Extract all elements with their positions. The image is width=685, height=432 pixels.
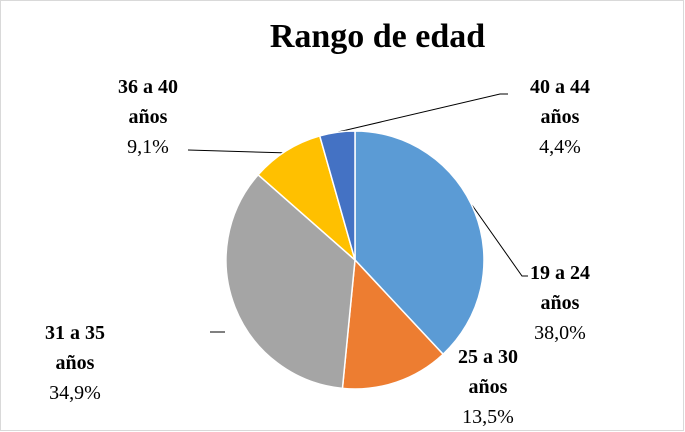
pie-slice bbox=[225, 173, 356, 390]
data-label: 25 a 30 años 13,5% bbox=[433, 342, 543, 432]
pie-slice bbox=[318, 130, 356, 261]
value-label: 38,0% bbox=[534, 322, 586, 344]
leader-line bbox=[337, 93, 508, 133]
category-label: 25 a 30 años bbox=[458, 346, 518, 398]
category-label: 36 a 40 años bbox=[118, 76, 178, 128]
value-label: 4,4% bbox=[539, 136, 581, 158]
category-label: 40 a 44 años bbox=[530, 76, 590, 128]
data-label: 36 a 40 años 9,1% bbox=[93, 72, 203, 162]
pie-slice bbox=[354, 130, 485, 356]
data-label: 31 a 35 años 34,9% bbox=[20, 318, 130, 408]
pie-slice bbox=[341, 258, 445, 390]
data-label: 19 a 24 años 38,0% bbox=[505, 258, 615, 348]
category-label: 31 a 35 años bbox=[45, 322, 105, 374]
value-label: 13,5% bbox=[462, 406, 514, 428]
category-label: 19 a 24 años bbox=[530, 262, 590, 314]
value-label: 9,1% bbox=[127, 136, 169, 158]
leader-line bbox=[187, 149, 291, 154]
data-label: 40 a 44 años 4,4% bbox=[505, 72, 615, 162]
leader-line bbox=[471, 204, 528, 277]
leader-lines bbox=[187, 93, 528, 333]
chart-title: Rango de edad bbox=[269, 18, 486, 55]
value-label: 34,9% bbox=[49, 382, 101, 404]
